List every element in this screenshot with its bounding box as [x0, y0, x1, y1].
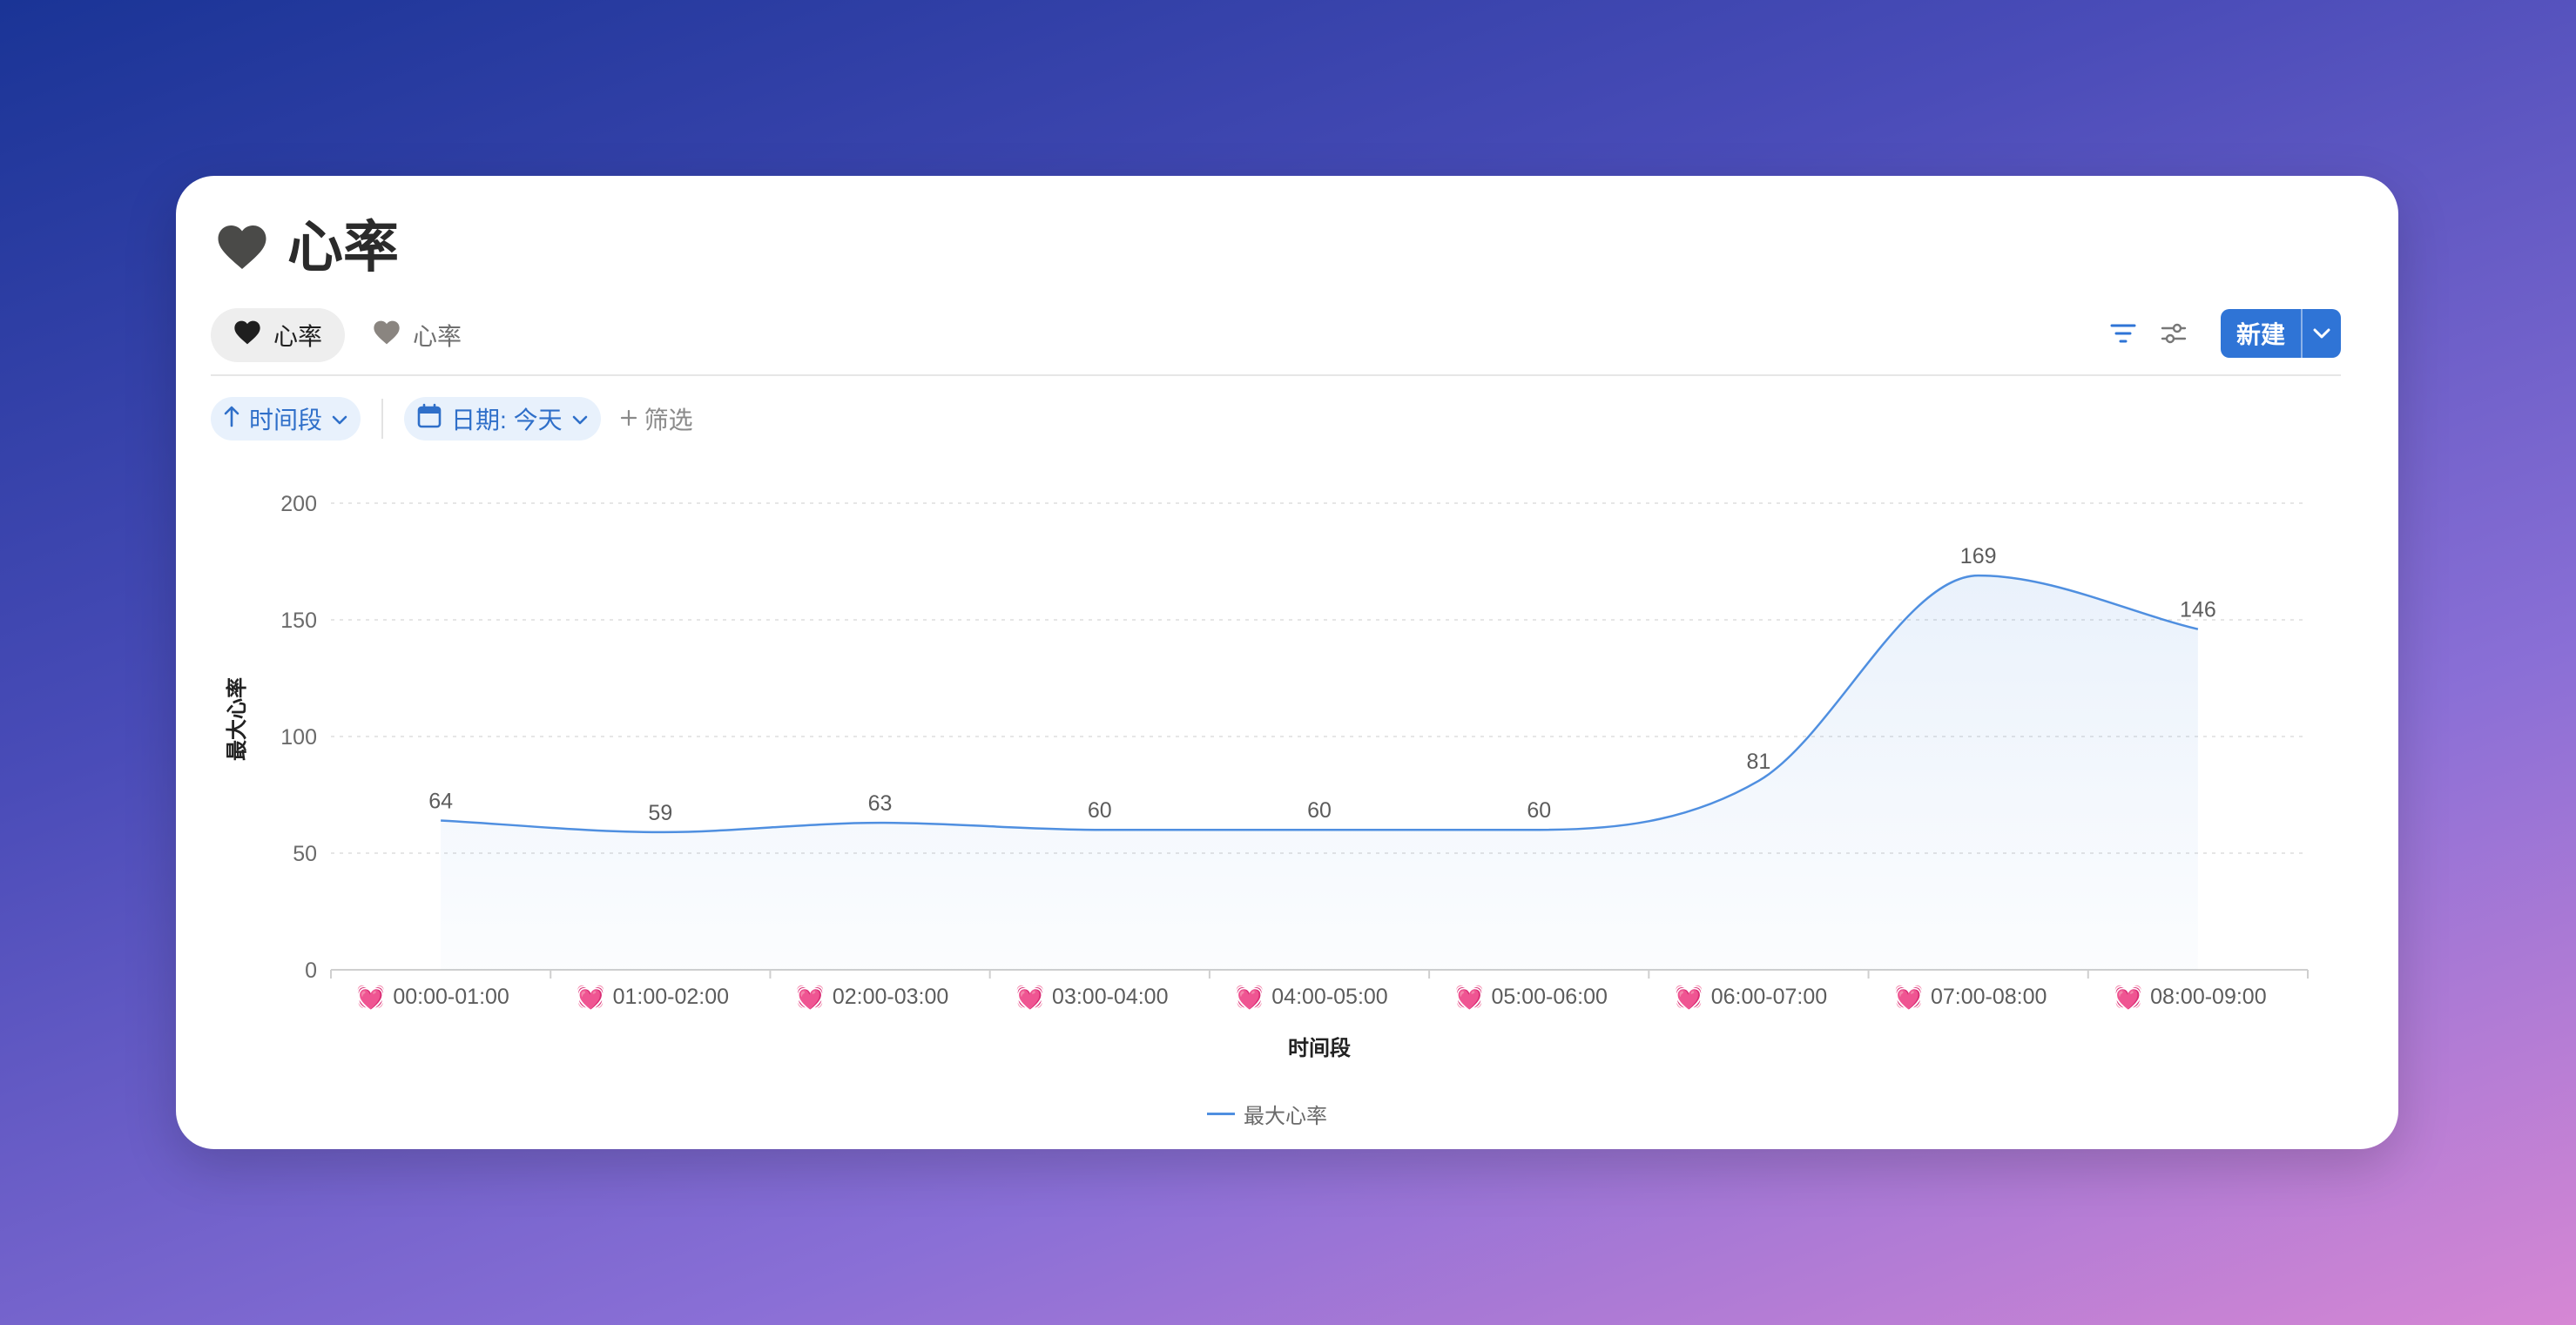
y-tick-label: 100 — [280, 725, 317, 750]
heart-icon — [216, 223, 268, 272]
tab-heart-rate[interactable]: 心率 — [350, 308, 484, 362]
y-tick-label: 200 — [280, 492, 317, 516]
heart-rate-chart: 0 50 100 150 200 64 59 63 60 60 60 81 169 146 💓 00:00-0… — [225, 492, 2309, 1060]
heart-icon: 💓 — [1016, 984, 1044, 1011]
sort-chip-label: 时间段 — [249, 407, 323, 434]
heart-icon: 💓 — [2114, 984, 2142, 1011]
data-label: 63 — [868, 791, 893, 816]
x-tick-label: 01:00-02:00 — [613, 985, 729, 1009]
chevron-down-icon — [331, 405, 348, 433]
sort-chip[interactable]: 时间段 — [211, 397, 361, 441]
data-label: 59 — [648, 801, 672, 825]
chevron-down-icon — [571, 405, 589, 433]
chevron-down-icon[interactable] — [2301, 309, 2341, 358]
y-tick-label: 50 — [293, 842, 317, 866]
new-button[interactable]: 新建 — [2235, 321, 2285, 348]
x-tick-label: 08:00-09:00 — [2150, 985, 2266, 1009]
x-tick-label: 00:00-01:00 — [393, 985, 509, 1009]
add-filter-button[interactable]: 筛选 — [620, 401, 693, 436]
heart-icon: 💓 — [357, 984, 385, 1011]
tab-heart-rate-active[interactable]: 心率 — [211, 308, 346, 362]
y-axis-title: 最大心率 — [225, 677, 249, 761]
calendar-icon — [416, 403, 442, 435]
chart-area: 0 50 100 150 200 64 59 63 60 60 60 81 169 146 💓 00:00-0… — [176, 176, 2398, 1149]
chart-card: 心率 心率 心率 新建 — [176, 176, 2398, 1149]
heart-icon: 💓 — [1894, 984, 1922, 1011]
filter-divider — [381, 399, 384, 439]
filter-icon[interactable] — [2107, 318, 2139, 349]
date-filter-chip[interactable]: 日期: 今天 — [404, 397, 601, 441]
data-label: 169 — [1960, 544, 1997, 568]
legend-swatch — [1207, 1113, 1235, 1115]
x-tick-label: 06:00-07:00 — [1711, 985, 1827, 1009]
heart-icon: 💓 — [577, 984, 604, 1011]
data-label: 64 — [428, 789, 453, 813]
page-header: 心率 — [216, 219, 399, 275]
filters-bar: 时间段 日期: 今天 筛选 — [211, 397, 693, 441]
view-tabs-bar: 心率 心率 新建 — [211, 306, 2341, 376]
x-tick-label: 05:00-06:00 — [1491, 985, 1607, 1009]
data-label: 60 — [1527, 798, 1551, 823]
series-line — [441, 574, 2199, 834]
add-filter-label: 筛选 — [644, 407, 693, 434]
data-label: 60 — [1088, 798, 1112, 823]
series-area — [441, 575, 2198, 970]
y-tick-label: 150 — [280, 609, 317, 633]
heart-icon: 💓 — [796, 984, 824, 1011]
date-filter-label: 日期: 今天 — [451, 407, 563, 434]
sliders-icon[interactable] — [2158, 318, 2189, 349]
chart-legend[interactable]: 最大心率 — [1207, 1099, 1327, 1129]
page-title: 心率 — [287, 216, 399, 279]
x-tick-label: 04:00-05:00 — [1271, 985, 1387, 1009]
new-button-group: 新建 — [2220, 309, 2341, 358]
data-label: 81 — [1747, 750, 1771, 774]
legend-label: 最大心率 — [1244, 1105, 1327, 1128]
heart-icon — [233, 319, 261, 352]
view-tools: 新建 — [2107, 308, 2341, 359]
x-tick-label: 02:00-03:00 — [833, 985, 948, 1009]
heart-icon — [373, 319, 401, 352]
data-label: 146 — [2180, 598, 2216, 622]
heart-icon: 💓 — [1455, 984, 1483, 1011]
heart-icon: 💓 — [1675, 984, 1703, 1011]
x-axis-title: 时间段 — [1288, 1036, 1351, 1060]
plus-icon — [620, 405, 637, 433]
tab-label: 心率 — [413, 323, 462, 350]
tab-label: 心率 — [273, 323, 323, 350]
y-tick-label: 0 — [305, 958, 317, 983]
x-tick-label: 07:00-08:00 — [1931, 985, 2047, 1009]
data-label: 60 — [1307, 798, 1332, 823]
x-tick-label: 03:00-04:00 — [1052, 985, 1168, 1009]
arrow-up-icon — [223, 405, 240, 434]
heart-icon: 💓 — [1236, 984, 1264, 1011]
